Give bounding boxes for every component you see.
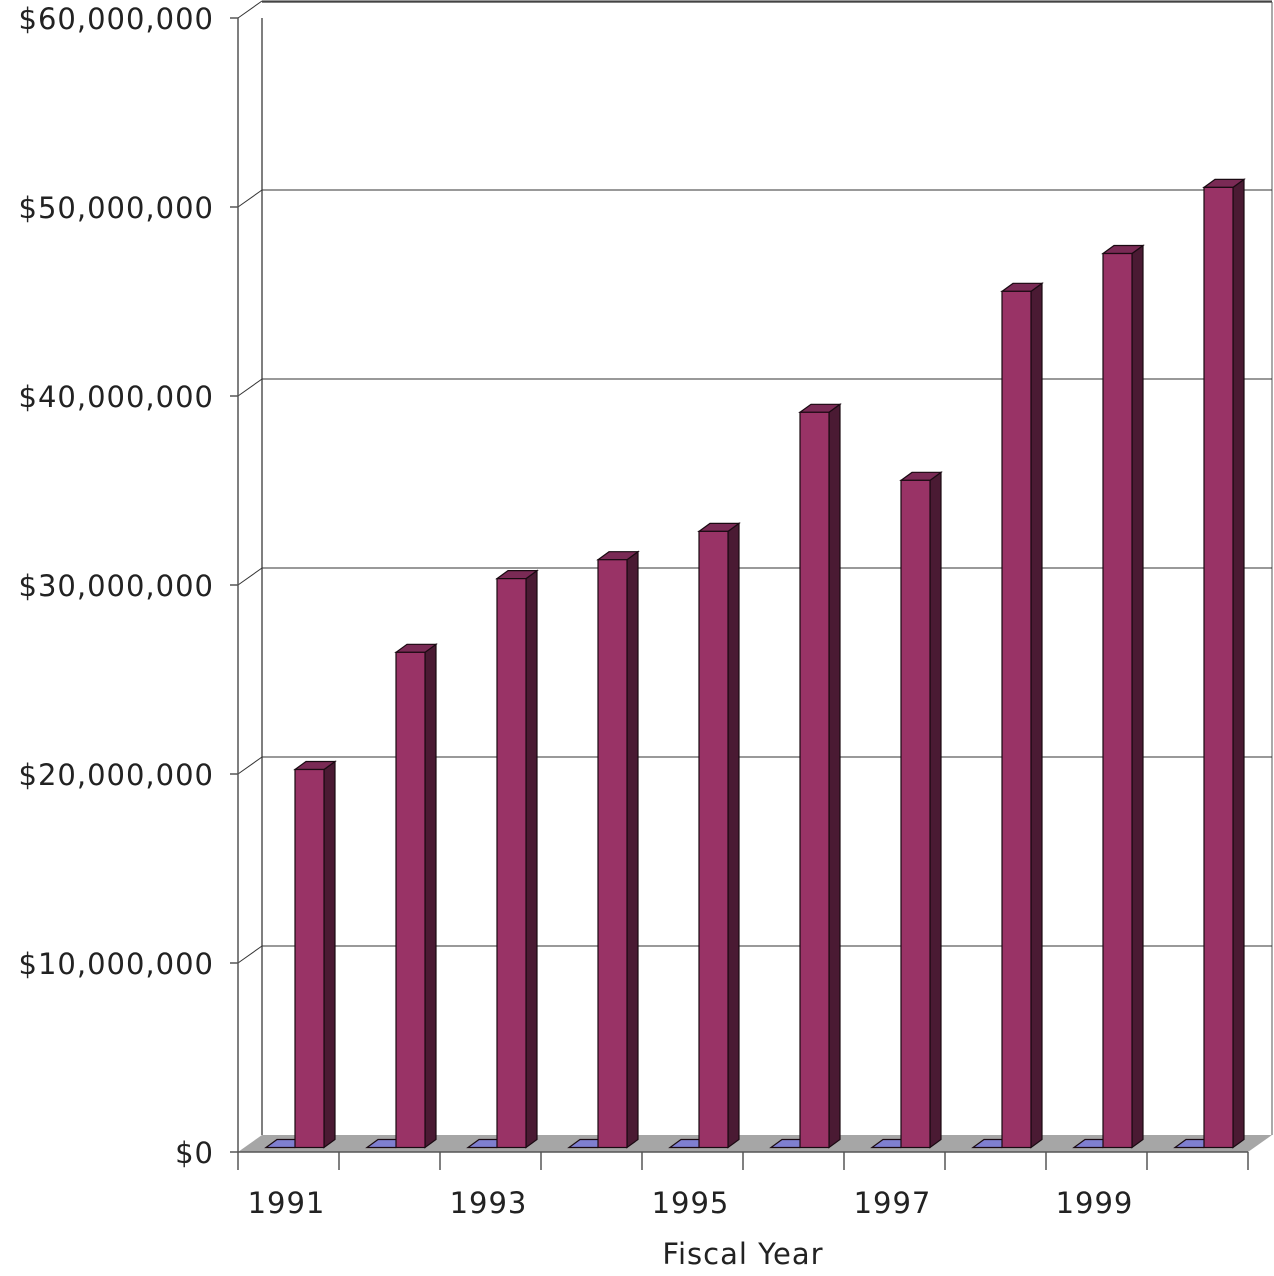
x-tick-label: 1991	[248, 1186, 326, 1220]
y-axis-tick-labels: $0 $10,000,000 $20,000,000 $30,000,000 $40,0…	[19, 2, 215, 1170]
x-tick-label: 1995	[652, 1186, 730, 1220]
x-tick-label: 1993	[450, 1186, 528, 1220]
gridline	[237, 189, 1272, 208]
y-tick-label: $30,000,000	[19, 569, 215, 603]
bar	[1202, 178, 1246, 1149]
bar	[1000, 282, 1044, 1149]
x-axis-tick-labels: 1991 1993 1995 1997 1999	[248, 1186, 1134, 1220]
bar	[495, 569, 539, 1149]
bar	[697, 522, 741, 1149]
y-tick-label: $20,000,000	[19, 758, 215, 792]
bar	[1101, 244, 1145, 1149]
bar	[596, 550, 640, 1149]
x-axis-ticks	[237, 1152, 1249, 1170]
bar-series	[264, 178, 1246, 1149]
bar	[394, 643, 438, 1149]
y-tick-label: $10,000,000	[19, 947, 215, 981]
y-tick-label: $60,000,000	[19, 2, 215, 36]
bar	[293, 760, 337, 1149]
y-tick-label: $0	[175, 1136, 214, 1170]
gridline	[237, 0, 1272, 19]
y-tick-label: $40,000,000	[19, 380, 215, 414]
y-axis-ticks	[230, 17, 238, 1153]
x-tick-label: 1997	[854, 1186, 932, 1220]
bar	[899, 471, 943, 1149]
bar	[798, 403, 842, 1149]
y-tick-label: $50,000,000	[19, 191, 215, 225]
x-axis-title: Fiscal Year	[662, 1237, 823, 1271]
x-tick-label: 1999	[1056, 1186, 1134, 1220]
